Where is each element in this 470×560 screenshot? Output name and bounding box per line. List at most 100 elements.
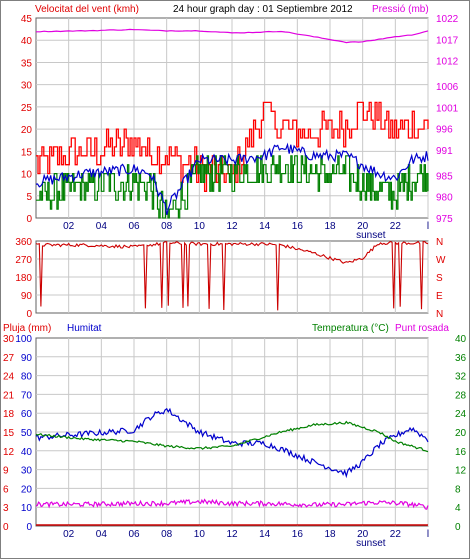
x-tick-label: 20 — [357, 221, 369, 232]
sunset-label: sunset — [356, 538, 386, 549]
rain-tick-label: 27 — [3, 353, 15, 364]
wind-tick-label: 10 — [21, 170, 33, 181]
direction-tick-label: 90 — [21, 291, 33, 302]
wind-tick-label: 40 — [21, 36, 33, 47]
x-tick-label: 04 — [96, 529, 108, 540]
rain-tick-label: 18 — [3, 409, 15, 420]
temperature-tick-label: 12 — [455, 466, 467, 477]
wind-pressure-panel: 0510152025303540459759809859919961001100… — [21, 14, 459, 241]
pressure-tick-label: 975 — [436, 214, 453, 225]
x-tick-label: 10 — [194, 221, 206, 232]
humidity-tick-label: 100 — [15, 334, 32, 345]
direction-tick-label: 180 — [15, 273, 32, 284]
dewpoint-series-line — [35, 498, 429, 510]
compass-tick-label: S — [436, 273, 443, 284]
avg-wind-series-line — [35, 142, 429, 215]
rain-tick-label: 0 — [3, 522, 9, 533]
wind-series-line — [36, 155, 429, 219]
x-tick-label: 22 — [390, 221, 402, 232]
rain-tick-label: 24 — [3, 372, 15, 383]
x-tick-label: 14 — [259, 529, 271, 540]
temperature-tick-label: 32 — [455, 372, 467, 383]
temperature-tick-label: 16 — [455, 447, 467, 458]
x-tick-label: 14 — [259, 221, 271, 232]
wind-tick-label: 15 — [21, 147, 33, 158]
pressure-tick-label: 1001 — [436, 103, 459, 114]
direction-tick-label: 360 — [15, 237, 32, 248]
x-tick-label: l — [427, 529, 429, 540]
temperature-series-line — [35, 420, 429, 453]
compass-tick-label: W — [436, 255, 446, 266]
x-tick-label: 12 — [226, 529, 238, 540]
x-tick-label: 06 — [128, 529, 140, 540]
humidity-axis-label: Humitat — [67, 323, 102, 334]
pressure-tick-label: 1012 — [436, 57, 459, 68]
x-tick-label: 12 — [226, 221, 238, 232]
humidity-tick-label: 20 — [21, 484, 33, 495]
x-tick-label: l — [427, 221, 429, 232]
pressure-tick-label: 1017 — [436, 35, 459, 46]
rain-tick-label: 6 — [3, 484, 9, 495]
pressure-series-line — [36, 28, 429, 44]
rain-humidity-temperature-panel: 0369121518212427300102030405060708090100… — [3, 334, 467, 549]
wind-axis-label: Velocitat del vent (kmh) — [35, 4, 139, 15]
temperature-tick-label: 40 — [455, 334, 467, 345]
temperature-tick-label: 24 — [455, 409, 467, 420]
compass-tick-label: N — [436, 309, 443, 320]
direction-series-line — [35, 240, 429, 311]
wind-tick-label: 5 — [26, 192, 32, 203]
humidity-tick-label: 90 — [21, 353, 33, 364]
humidity-tick-label: 0 — [26, 522, 32, 533]
humidity-series-line — [35, 407, 429, 479]
compass-tick-label: N — [436, 237, 443, 248]
direction-tick-label: 270 — [15, 255, 32, 266]
compass-tick-label: E — [436, 291, 443, 302]
humidity-tick-label: 40 — [21, 447, 33, 458]
x-tick-label: 08 — [161, 221, 173, 232]
pressure-tick-label: 1022 — [436, 14, 459, 25]
pressure-axis-label: Pressió (mb) — [372, 4, 429, 15]
wind-tick-label: 0 — [26, 214, 32, 225]
temperature-tick-label: 4 — [455, 503, 461, 514]
x-tick-label: 20 — [357, 529, 369, 540]
wind-tick-label: 20 — [21, 125, 33, 136]
x-tick-label: 16 — [292, 221, 304, 232]
temperature-axis-label: Temperatura (°C) — [312, 323, 389, 334]
x-tick-label: 02 — [63, 221, 75, 232]
x-tick-label: 18 — [324, 221, 336, 232]
temperature-tick-label: 8 — [455, 484, 461, 495]
wind-tick-label: 45 — [21, 14, 33, 25]
x-tick-label: 18 — [324, 529, 336, 540]
sunset-label: sunset — [356, 230, 386, 241]
direction-tick-label: 0 — [26, 309, 32, 320]
x-tick-label: 22 — [390, 529, 402, 540]
humidity-tick-label: 80 — [21, 372, 33, 383]
rain-tick-label: 21 — [3, 390, 15, 401]
x-tick-label: 06 — [128, 221, 140, 232]
rain-tick-label: 12 — [3, 447, 15, 458]
x-tick-label: 04 — [96, 221, 108, 232]
dewpoint-axis-label: Punt rosada — [395, 323, 449, 334]
rain-axis-label: Pluja (mm) — [3, 323, 51, 334]
humidity-tick-label: 10 — [21, 503, 33, 514]
wind-tick-label: 25 — [21, 103, 33, 114]
pressure-tick-label: 980 — [436, 193, 453, 204]
humidity-tick-label: 70 — [21, 390, 33, 401]
temperature-tick-label: 20 — [455, 428, 467, 439]
wind-tick-label: 30 — [21, 81, 33, 92]
pressure-tick-label: 1006 — [436, 82, 459, 93]
x-tick-label: 08 — [161, 529, 173, 540]
humidity-tick-label: 60 — [21, 409, 33, 420]
temperature-tick-label: 36 — [455, 353, 467, 364]
x-tick-label: 16 — [292, 529, 304, 540]
chart-title: 24 hour graph day : 01 Septiembre 2012 — [173, 4, 353, 15]
rain-tick-label: 15 — [3, 428, 15, 439]
rain-tick-label: 30 — [3, 334, 15, 345]
x-tick-label: 10 — [194, 529, 206, 540]
wind-tick-label: 35 — [21, 58, 33, 69]
humidity-tick-label: 50 — [21, 428, 33, 439]
temperature-tick-label: 0 — [455, 522, 461, 533]
